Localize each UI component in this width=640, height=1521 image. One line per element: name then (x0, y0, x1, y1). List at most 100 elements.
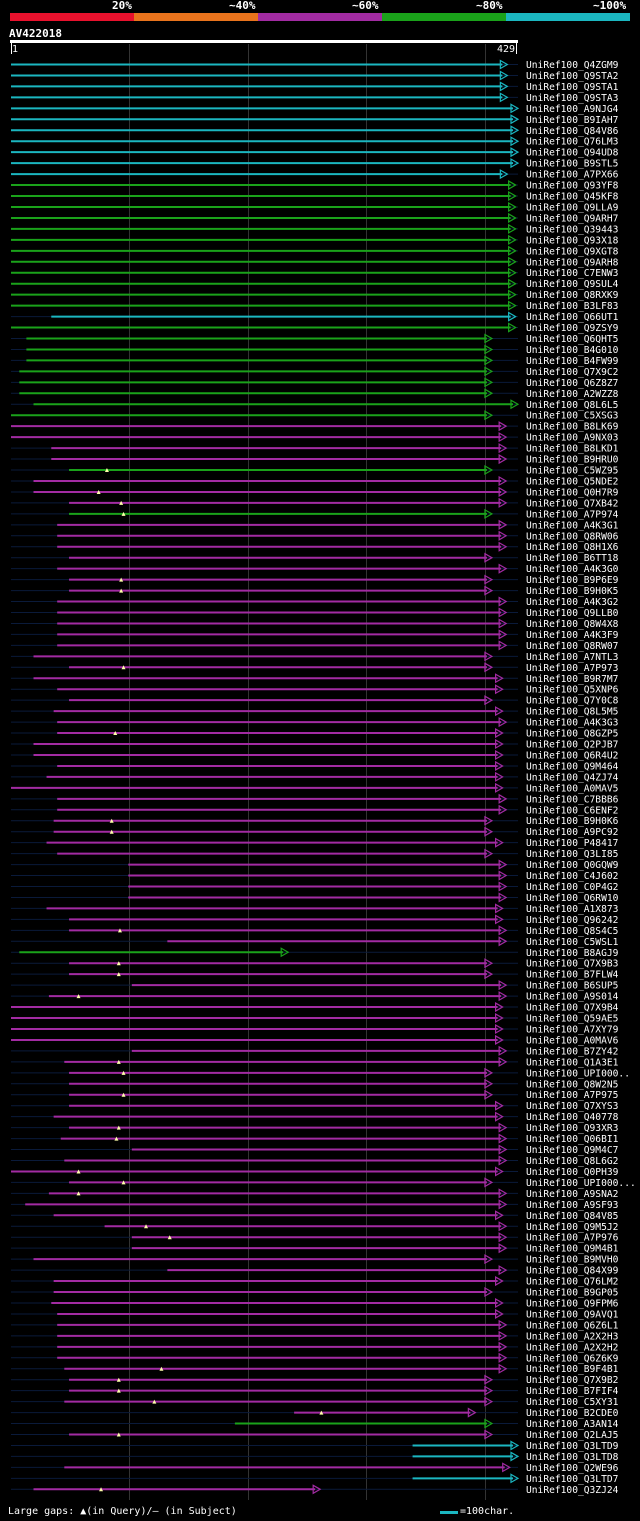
hit-label: UniRef100_B4FW99 (526, 356, 619, 367)
hit-label: UniRef100_Q93X18 (526, 235, 619, 246)
hit-arrowhead (484, 1177, 494, 1188)
hit-arrowhead (495, 1111, 504, 1122)
hit-label: UniRef100_Q8L6G2 (526, 1156, 618, 1167)
hit-label: UniRef100_Q9STA1 (526, 82, 619, 93)
query-gap-marker (99, 1487, 104, 1492)
hit-arrowhead (498, 629, 508, 640)
hit-label: UniRef100_B9IAH7 (526, 115, 619, 126)
query-gap-marker (121, 1070, 126, 1075)
hit-label: UniRef100_B4G010 (526, 345, 619, 356)
hit-arrowhead (484, 552, 494, 563)
hit-arrowhead (495, 771, 504, 782)
hit-arrowhead (498, 443, 508, 454)
hit-label: UniRef100_Q9LLB0 (526, 608, 619, 619)
hit-arrowhead (484, 1089, 494, 1100)
hit-arrowhead (498, 497, 508, 508)
hit-arrowhead (498, 454, 508, 465)
hit-label: UniRef100_Q8W4X8 (526, 619, 619, 630)
hit-arrowhead (495, 914, 504, 925)
hit-label: UniRef100_A9SF93 (526, 1200, 619, 1211)
query-gap-marker (144, 1224, 149, 1229)
query-gap-marker (116, 961, 121, 966)
hit-label: UniRef100_Q7X9B3 (526, 959, 619, 970)
query-end-label: 429 (497, 44, 515, 55)
hit-arrowhead (510, 147, 520, 158)
hit-label: UniRef100_Q8H1X6 (526, 542, 619, 553)
hit-label: UniRef100_Q66UT1 (526, 312, 619, 323)
hit-arrowhead (498, 1155, 508, 1166)
hit-arrowhead (508, 278, 517, 289)
query-gap-marker (96, 489, 101, 494)
hit-label: UniRef100_Q1A3E1 (526, 1057, 619, 1068)
hit-arrowhead (499, 92, 509, 103)
hit-label: UniRef100_A9NJG4 (526, 104, 619, 115)
hit-label: UniRef100_Q8RW06 (526, 531, 619, 542)
hit-arrowhead (495, 782, 504, 793)
scale-swatch (440, 1511, 458, 1514)
hit-arrowhead (498, 607, 508, 618)
hit-label: UniRef100_A2X2H2 (526, 1342, 618, 1353)
hit-arrowhead (502, 1462, 511, 1473)
hit-label: UniRef100_A2WZZ8 (526, 389, 619, 400)
hit-arrowhead (498, 925, 508, 936)
hit-arrowhead (498, 980, 508, 991)
hit-arrowhead (508, 201, 517, 213)
hit-arrowhead (484, 1374, 494, 1385)
hit-label: UniRef100_Q3LI85 (526, 849, 618, 860)
hit-label: UniRef100_Q8S4C5 (526, 926, 618, 937)
query-gap-marker (116, 972, 121, 977)
hit-arrowhead (510, 114, 520, 125)
hit-arrowhead (484, 410, 494, 421)
legend-swatch (506, 13, 630, 21)
hit-arrowhead (510, 1440, 520, 1451)
hit-arrowhead (498, 541, 508, 552)
hit-arrowhead (495, 837, 504, 848)
hit-arrowhead (498, 486, 508, 497)
query-gap-marker (116, 1388, 121, 1393)
hit-arrowhead (508, 245, 517, 256)
hit-arrowhead (498, 1363, 508, 1374)
hit-label: UniRef100_Q3ZJ24 (526, 1485, 619, 1496)
hit-label: UniRef100_Q6Z6K9 (526, 1353, 619, 1364)
hit-arrowhead (498, 859, 508, 870)
hit-label: UniRef100_Q84X99 (526, 1266, 619, 1277)
legend-label: ~40% (229, 0, 256, 12)
hit-arrowhead (495, 1308, 504, 1319)
hit-label: UniRef100_A9NX03 (526, 433, 619, 444)
hit-label: UniRef100_Q40778 (526, 1112, 619, 1123)
hit-label: UniRef100_Q9ARH7 (526, 213, 619, 224)
hit-label: UniRef100_Q93YF8 (526, 181, 619, 192)
hit-arrowhead (498, 1133, 508, 1144)
legend-label: ~80% (476, 0, 503, 12)
hit-arrowhead (484, 366, 494, 377)
hit-label: UniRef100_Q7Y0C8 (526, 696, 619, 707)
query-gap-marker (152, 1399, 157, 1404)
hit-arrowhead (508, 311, 517, 322)
hit-label: UniRef100_Q6Z6L1 (526, 1320, 619, 1331)
query-gap-marker (117, 928, 122, 933)
hit-arrowhead (499, 81, 509, 92)
query-gap-marker (116, 1059, 121, 1064)
hit-label: UniRef100_A7PX66 (526, 170, 619, 181)
hit-label: UniRef100_B8AGJ9 (526, 948, 619, 959)
hit-arrowhead (508, 212, 517, 223)
hit-arrowhead (498, 804, 508, 815)
hit-label: UniRef100_Q8L5M5 (526, 707, 618, 718)
hit-arrowhead (498, 1122, 508, 1133)
hit-label: UniRef100_P48417 (526, 838, 619, 849)
hit-label: UniRef100_Q9ARH8 (526, 257, 619, 268)
hit-arrowhead (484, 695, 494, 706)
hit-label: UniRef100_Q5XNP6 (526, 685, 619, 696)
hit-label: UniRef100_B9H0K6 (526, 816, 619, 827)
hit-arrowhead (498, 618, 508, 629)
hit-arrowhead (510, 136, 520, 147)
hit-arrowhead (467, 1407, 477, 1418)
hit-label: UniRef100_Q4ZGM9 (526, 60, 619, 71)
query-gap-marker (76, 994, 81, 999)
query-start-label: 1 (12, 44, 18, 55)
gaps-legend-text: Large gaps: ▲(in Query)/— (in Subject) (8, 1506, 237, 1517)
hit-arrowhead (495, 1023, 504, 1035)
hit-label: UniRef100_Q6QHT5 (526, 334, 618, 345)
hit-label: UniRef100_A0MAV5 (526, 783, 618, 794)
hit-label: UniRef100_Q3LTD8 (526, 1452, 619, 1463)
